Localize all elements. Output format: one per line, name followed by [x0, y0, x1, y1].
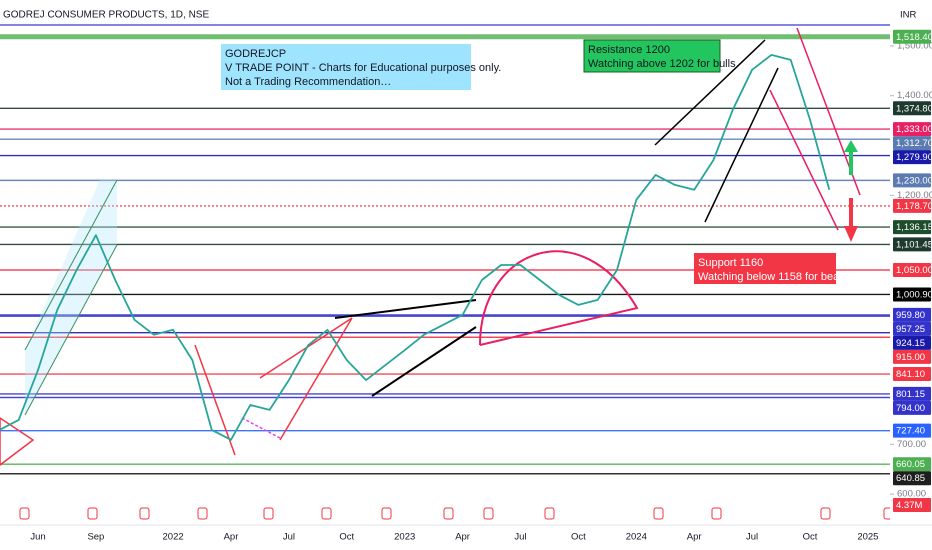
info-text: V TRADE POINT - Charts for Educational p… [225, 62, 501, 74]
level-badge [893, 457, 931, 472]
level-badge [893, 423, 931, 438]
x-tick-label: Apr [687, 532, 702, 543]
resistance-text: Resistance 1200 [588, 44, 670, 56]
channel-line [24, 244, 118, 416]
level-badge [893, 335, 931, 350]
y-tick-label: 700.00 [897, 439, 926, 450]
support-box [694, 253, 836, 284]
level-label: 727.40 [896, 426, 925, 437]
level-badge [893, 263, 931, 278]
x-tick-label: Jul [746, 532, 758, 543]
level-label: 1,230.00 [896, 175, 932, 186]
level-label: 801.15 [896, 389, 925, 400]
trend-line [704, 67, 779, 223]
x-tick-label: Jun [30, 532, 45, 543]
down-arrow [844, 198, 858, 242]
volume-badge [893, 498, 931, 512]
trend-line [371, 326, 477, 397]
trend-line [654, 39, 766, 146]
resistance-text: Watching above 1202 for bulls [588, 58, 736, 70]
x-tick-label: Sep [87, 532, 104, 543]
level-label: 1,136.15 [896, 222, 932, 233]
x-tick-label: Apr [455, 532, 470, 543]
channel-line [24, 179, 118, 351]
level-label: 959.80 [896, 310, 925, 321]
x-tick-label: Oct [571, 532, 586, 543]
level-badge [893, 287, 931, 302]
chart-title: GODREJ CONSUMER PRODUCTS, 1D, NSE [3, 10, 209, 21]
y-tick-label: 1,200.00 [897, 190, 932, 201]
support-text: Watching below 1158 for bears [698, 271, 849, 283]
level-label: 640.85 [896, 473, 925, 484]
level-badge [893, 386, 931, 401]
earnings-markers [19, 507, 894, 520]
info-text: GODREJCP [225, 48, 286, 60]
x-tick-label: Jul [514, 532, 526, 543]
level-badge [893, 321, 931, 336]
level-label: 1,279.90 [896, 152, 932, 163]
level-badge [893, 173, 931, 188]
level-badge [893, 367, 931, 382]
info-box [221, 44, 471, 90]
y-tick-label: 600.00 [897, 489, 926, 500]
level-label: 1,518.40 [896, 32, 932, 43]
level-badge [893, 150, 931, 165]
x-tick-label: 2023 [394, 532, 415, 543]
x-tick-label: 2025 [857, 532, 878, 543]
trend-line [334, 299, 477, 319]
price-line [0, 54, 831, 441]
level-badge [893, 198, 931, 213]
x-tick-label: 2022 [163, 532, 184, 543]
level-badge [893, 122, 931, 137]
x-tick-label: Apr [224, 532, 239, 543]
level-label: 1,312.70 [896, 138, 932, 149]
price-layer [0, 54, 831, 441]
x-tick-label: Oct [803, 532, 818, 543]
trend-line [194, 344, 236, 456]
resistance-box [583, 39, 721, 73]
level-label: 841.10 [896, 369, 925, 380]
trend-line [769, 89, 839, 231]
currency: INR [900, 10, 917, 21]
x-tick-label: 2024 [626, 532, 647, 543]
x-tick-label: Jul [283, 532, 295, 543]
level-label: 660.05 [896, 459, 925, 470]
triangle [0, 417, 35, 466]
volume-label: 4.37M [896, 500, 922, 511]
levels [0, 34, 890, 475]
level-badge [893, 349, 931, 364]
support-text: Support 1160 [698, 257, 763, 269]
level-label: 957.25 [896, 324, 925, 335]
up-arrow [844, 140, 858, 175]
level-label: 1,000.90 [896, 289, 932, 300]
y-tick-label: 1,400.00 [897, 90, 932, 101]
level-label: 924.15 [896, 338, 925, 349]
level-badge [893, 237, 931, 252]
level-badge [893, 101, 931, 116]
y-tick-label: 1,500.00 [897, 40, 932, 51]
x-tick-label: Oct [339, 532, 354, 543]
level-label: 794.00 [896, 403, 925, 414]
level-badge [893, 29, 931, 44]
level-label: 1,333.00 [896, 124, 932, 135]
level-label: 1,178.70 [896, 201, 932, 212]
level-label: 1,101.45 [896, 239, 932, 250]
level-badge [893, 471, 931, 486]
info-text: Not a Trading Recommendation… [225, 76, 391, 88]
level-label: 915.00 [896, 352, 925, 363]
level-badge [893, 307, 931, 322]
trend-line [279, 317, 353, 441]
level-badge [893, 136, 931, 151]
level-badge [893, 400, 931, 415]
trend-line [241, 417, 281, 439]
level-label: 1,374.80 [896, 103, 932, 114]
level-badge [893, 220, 931, 235]
cup [479, 250, 639, 346]
level-label: 1,050.00 [896, 265, 932, 276]
axis-layer: 600.00 700.00 1,200.00 1,400.00 1,500.001,51… [30, 29, 932, 543]
